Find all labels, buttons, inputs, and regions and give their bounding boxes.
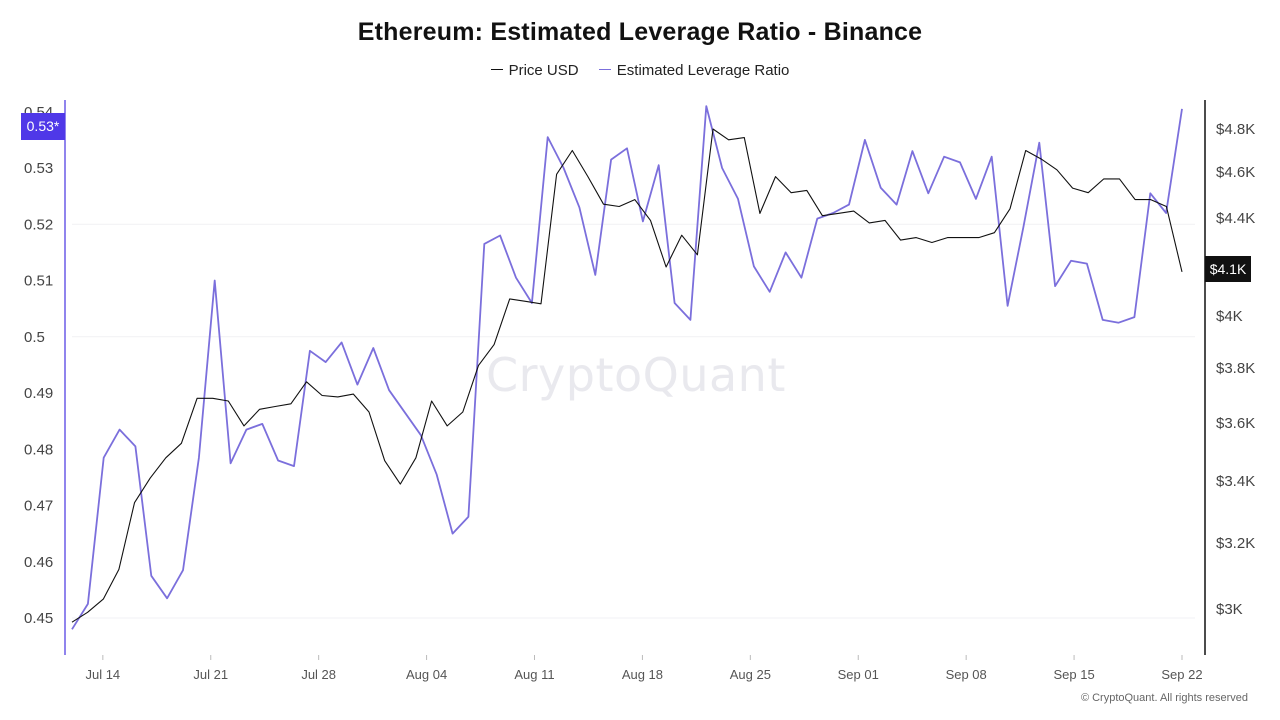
left-tick-label: 0.47: [24, 498, 53, 515]
left-tick-label: 0.5: [24, 329, 45, 346]
x-tick-label: Sep 01: [838, 667, 879, 682]
x-tick-label: Sep 15: [1053, 667, 1094, 682]
x-tick-label: Aug 18: [622, 667, 663, 682]
legend-swatch-price: [490, 68, 503, 70]
right-tick-label: $3.2K: [1216, 535, 1255, 552]
legend-swatch-leverage: [598, 68, 611, 70]
x-tick-label: Aug 04: [406, 667, 447, 682]
x-tick-label: Aug 25: [730, 667, 771, 682]
right-tick-label: $3.4K: [1216, 473, 1255, 490]
current-leverage-badge: 0.53*: [21, 113, 65, 140]
x-tick-label: Aug 11: [514, 667, 554, 682]
series-line-leverage: [71, 105, 1183, 630]
right-tick-label: $3K: [1216, 601, 1243, 618]
chart-legend: Price USD Estimated Leverage Ratio: [0, 62, 1280, 79]
left-tick-label: 0.51: [24, 273, 53, 290]
left-tick-label: 0.53: [24, 160, 53, 177]
series-line-price: [71, 128, 1183, 623]
legend-label-leverage: Estimated Leverage Ratio: [616, 62, 790, 79]
right-tick-label: $4K: [1216, 308, 1243, 325]
copyright-notice: © CryptoQuant. All rights reserved: [1080, 692, 1248, 704]
legend-label-price: Price USD: [508, 62, 579, 79]
x-tick-label: Jul 14: [85, 667, 120, 682]
left-tick-label: 0.49: [24, 385, 53, 402]
left-tick-label: 0.46: [24, 554, 53, 571]
right-tick-label: $3.8K: [1216, 360, 1255, 377]
legend-item-leverage[interactable]: Estimated Leverage Ratio: [598, 62, 790, 79]
x-tick-label: Jul 21: [193, 667, 228, 682]
x-tick-label: Jul 28: [301, 667, 336, 682]
chart-title: Ethereum: Estimated Leverage Ratio - Bin…: [357, 18, 923, 46]
right-tick-label: $4.8K: [1216, 121, 1255, 138]
current-price-badge: $4.1K: [1205, 256, 1251, 282]
right-tick-label: $4.6K: [1216, 164, 1255, 181]
left-tick-label: 0.45: [24, 610, 53, 627]
x-tick-label: Sep 08: [946, 667, 987, 682]
left-tick-label: 0.48: [24, 441, 53, 458]
legend-item-price[interactable]: Price USD: [490, 62, 579, 79]
watermark: CryptoQuant: [486, 348, 786, 402]
x-tick-label: Sep 22: [1161, 667, 1202, 682]
right-tick-label: $4.4K: [1216, 210, 1255, 227]
left-tick-label: 0.52: [24, 216, 53, 233]
right-tick-label: $3.6K: [1216, 415, 1255, 432]
